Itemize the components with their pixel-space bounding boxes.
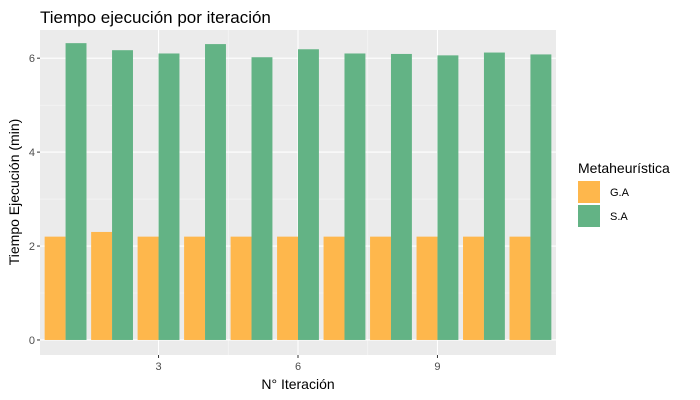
- bar-sa-10: [483, 52, 505, 340]
- legend: Metaheurística G.A S.A: [578, 160, 670, 227]
- bar-ga-4: [184, 236, 206, 340]
- bar-sa-6: [298, 49, 319, 340]
- bar-ga-11: [509, 236, 531, 340]
- bar-ga-7: [323, 236, 345, 340]
- legend-key-sa: [578, 205, 600, 227]
- bar-sa-1: [65, 43, 87, 340]
- bar-ga-8: [370, 236, 391, 340]
- bar-ga-9: [416, 236, 438, 340]
- bar-ga-3: [137, 236, 159, 340]
- y-tick-label: 2: [29, 241, 35, 253]
- x-tick-label: 6: [295, 361, 301, 373]
- x-tick-label: 9: [434, 361, 440, 373]
- y-tick-label: 4: [29, 147, 35, 159]
- y-tick-label: 6: [29, 53, 35, 65]
- legend-label: S.A: [610, 211, 628, 223]
- bar-sa-2: [112, 50, 133, 340]
- y-tick-label: 0: [29, 335, 35, 347]
- bar-sa-4: [205, 44, 226, 340]
- legend-items: G.A S.A: [578, 181, 630, 227]
- legend-label: G.A: [610, 187, 630, 199]
- bar-sa-3: [158, 53, 180, 340]
- x-axis-title: N° Iteración: [261, 376, 334, 392]
- bar-ga-1: [44, 236, 66, 340]
- legend-title: Metaheurística: [578, 160, 670, 176]
- bar-ga-2: [91, 231, 113, 340]
- bar-sa-8: [390, 53, 412, 340]
- bar-sa-5: [251, 57, 273, 340]
- bar-ga-6: [277, 236, 298, 340]
- bar-ga-5: [230, 236, 252, 340]
- axis-ticks: 0 2 4 6 3 6 9: [29, 53, 441, 373]
- chart-title: Tiempo ejecución por iteración: [40, 8, 271, 27]
- bars: [44, 43, 552, 340]
- bar-sa-9: [437, 55, 459, 340]
- bar-sa-11: [530, 54, 552, 340]
- y-axis-title: Tiempo Ejecución (min): [6, 119, 22, 266]
- bar-ga-10: [463, 236, 484, 340]
- legend-key-ga: [578, 181, 600, 203]
- bar-sa-7: [344, 53, 366, 340]
- x-tick-label: 3: [155, 361, 161, 373]
